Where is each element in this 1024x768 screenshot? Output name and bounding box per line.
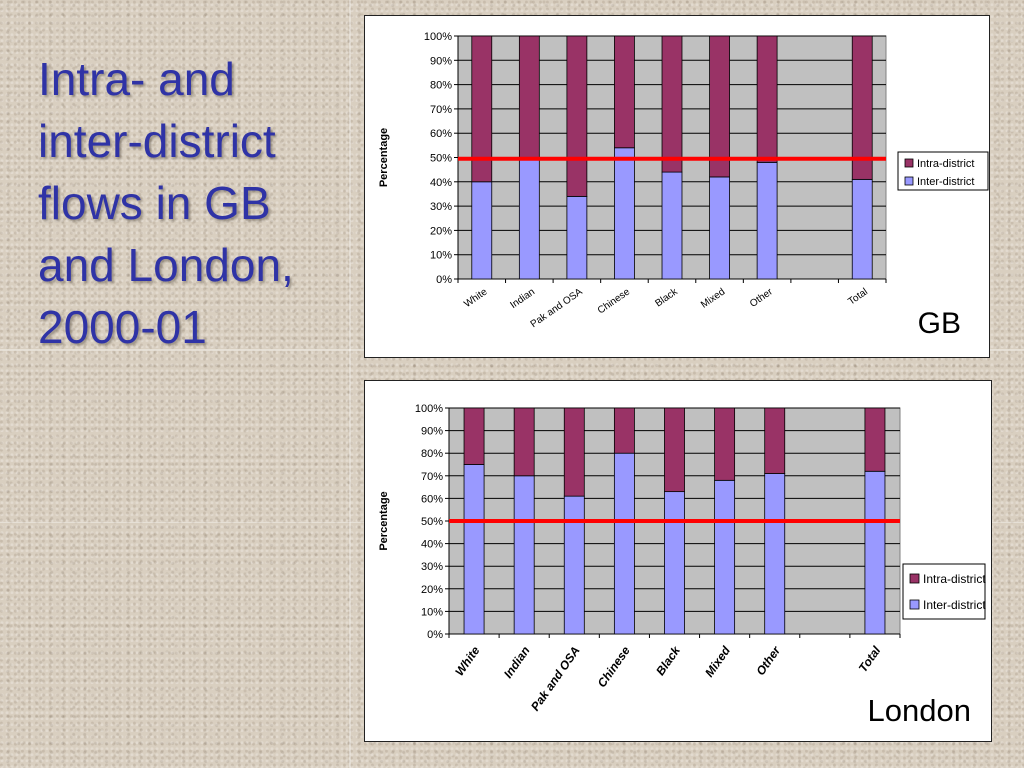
x-tick-label: White [462, 286, 490, 310]
y-tick-label: 100% [424, 31, 452, 43]
gb-chart-panel: 0% 10% 20% 30% 40% 50% 60% 70% 80% 90% 100% Percent… [364, 15, 990, 358]
y-tick-label: 30% [421, 561, 443, 573]
bar-inter-district [709, 176, 730, 280]
y-tick-label: 10% [421, 606, 443, 618]
legend-swatch [909, 573, 920, 584]
x-tick-label: Pak and OSA [529, 286, 585, 330]
legend-swatch [904, 158, 914, 168]
x-tick-label: Black [653, 643, 684, 678]
bar-intra-district [714, 407, 736, 481]
bar-intra-district [614, 35, 635, 149]
slide-title: Intra- and inter-district flows in GB an… [38, 53, 294, 353]
legend-swatch [904, 176, 914, 186]
bar-inter-district [614, 147, 635, 280]
y-tick-label: 10% [430, 250, 452, 262]
bar-intra-district [661, 35, 683, 173]
y-axis-label: Percentage [378, 491, 390, 550]
bar-inter-district [864, 470, 886, 635]
gb-panel-label: GB [917, 307, 961, 340]
bar-intra-district [764, 407, 786, 474]
bar-intra-district [709, 35, 730, 178]
legend-box [902, 563, 986, 620]
bar-intra-district [563, 407, 585, 497]
y-tick-label: 20% [421, 584, 443, 596]
x-tick-label: Indian [508, 286, 537, 311]
london-panel-label: London [867, 693, 971, 728]
y-tick-label: 80% [430, 80, 452, 92]
bar-inter-district [714, 479, 736, 635]
london-chart: 0% 10% 20% 30% 40% 50% 60% 70% 80% 90% 100% Percent… [378, 403, 986, 714]
y-tick-label: 0% [427, 629, 443, 641]
bar-inter-district [518, 157, 540, 280]
y-tick-label: 60% [421, 493, 443, 505]
bar-intra-district [518, 35, 540, 158]
y-tick-label: 50% [430, 153, 452, 165]
bar-inter-district [463, 464, 485, 635]
x-tick-label: Chinese [595, 643, 633, 690]
y-tick-label: 70% [430, 104, 452, 116]
x-tick-label: Total [846, 286, 870, 307]
y-tick-label: 20% [430, 225, 452, 237]
legend-label: Intra-district [917, 158, 974, 170]
x-tick-label: Other [748, 286, 775, 310]
y-axis-label: Percentage [378, 128, 390, 187]
y-tick-label: 60% [430, 128, 452, 140]
x-tick-label: Chinese [596, 286, 633, 316]
bar-inter-district [851, 178, 873, 280]
y-tick-label: 100% [415, 403, 443, 415]
x-tick-label: Other [753, 643, 784, 678]
legend-label: Inter-district [923, 598, 986, 612]
x-tick-label: White [452, 643, 482, 678]
y-tick-label: 90% [430, 55, 452, 67]
bar-inter-district [661, 171, 683, 280]
bar-intra-district [613, 407, 635, 454]
bar-intra-district [851, 35, 873, 180]
legend-label: Intra-district [923, 572, 986, 586]
bar-inter-district [664, 491, 685, 635]
y-tick-label: 90% [421, 426, 443, 438]
legend-swatch [909, 599, 920, 610]
bar-inter-district [563, 495, 585, 635]
bar-intra-district [756, 35, 778, 163]
bar-intra-district [471, 35, 493, 183]
y-tick-label: 0% [436, 274, 452, 286]
bar-intra-district [513, 407, 535, 477]
x-tick-label: Black [653, 286, 680, 310]
y-tick-label: 40% [430, 177, 452, 189]
y-tick-label: 40% [421, 539, 443, 551]
y-tick-label: 70% [421, 471, 443, 483]
bar-inter-district [756, 161, 778, 280]
bar-inter-district [764, 473, 786, 635]
x-tick-label: Total [856, 643, 884, 675]
x-tick-label: Pak and OSA [528, 644, 583, 714]
bar-intra-district [664, 407, 685, 493]
tile-seam [349, 0, 351, 768]
bar-inter-district [613, 452, 635, 635]
bar-intra-district [566, 35, 588, 197]
legend-label: Inter-district [917, 176, 974, 188]
x-tick-label: Mixed [699, 286, 727, 310]
bar-inter-district [513, 475, 535, 635]
x-tick-label: Indian [501, 644, 533, 681]
bar-intra-district [463, 407, 485, 465]
london-chart-panel: 0% 10% 20% 30% 40% 50% 60% 70% 80% 90% 100% Percent… [364, 380, 992, 742]
gb-chart: 0% 10% 20% 30% 40% 50% 60% 70% 80% 90% 100% Percent… [378, 31, 989, 330]
bar-inter-district [566, 195, 588, 280]
y-tick-label: 50% [421, 516, 443, 528]
x-tick-label: Mixed [702, 643, 733, 679]
y-tick-label: 30% [430, 201, 452, 213]
y-tick-label: 80% [421, 448, 443, 460]
bar-inter-district [471, 181, 493, 280]
bar-intra-district [864, 407, 886, 472]
